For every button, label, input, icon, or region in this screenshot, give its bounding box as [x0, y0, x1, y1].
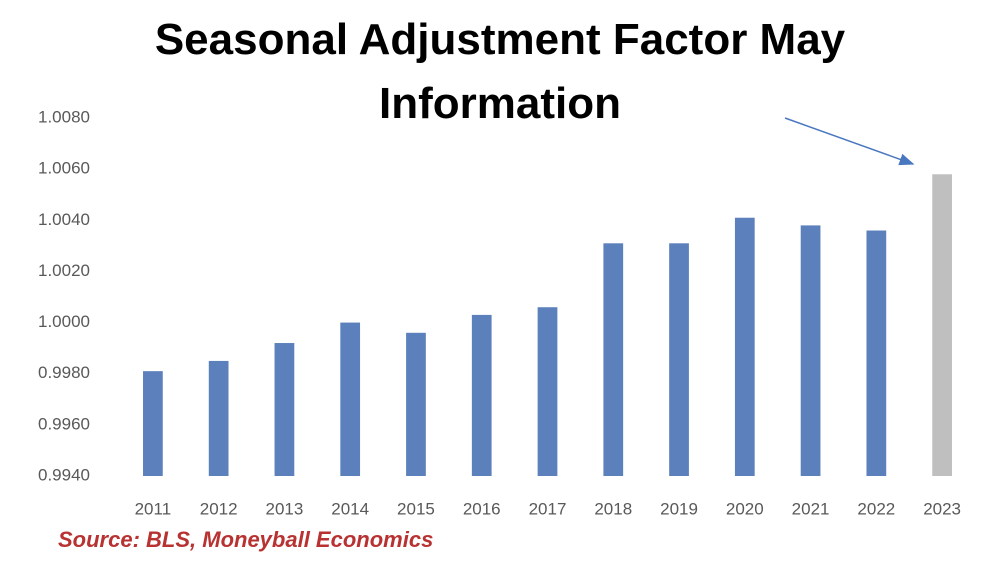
y-tick-label: 0.9940: [38, 465, 90, 484]
y-tick-label: 1.0040: [38, 210, 90, 229]
bar: [800, 225, 821, 476]
bar: [734, 217, 755, 476]
x-tick-label: 2023: [923, 499, 961, 518]
source-note: Source: BLS, Moneyball Economics: [58, 527, 434, 552]
y-tick-label: 1.0060: [38, 159, 90, 178]
y-tick-label: 1.0020: [38, 261, 90, 280]
bar: [274, 343, 295, 476]
x-tick-label: 2016: [463, 499, 501, 518]
x-tick-label: 2012: [200, 499, 238, 518]
annotation-arrow: [784, 117, 915, 166]
bar: [471, 314, 492, 476]
bar: [537, 307, 558, 476]
bar: [603, 243, 624, 476]
x-tick-label: 2020: [726, 499, 764, 518]
y-tick-label: 0.9960: [38, 414, 90, 433]
x-tick-label: 2022: [857, 499, 895, 518]
x-tick-label: 2019: [660, 499, 698, 518]
x-tick-label: 2011: [135, 499, 172, 518]
bar: [932, 174, 952, 476]
bar: [669, 243, 689, 476]
x-tick-label: 2017: [529, 499, 567, 518]
bar: [143, 371, 163, 476]
y-tick-label: 1.0080: [38, 107, 90, 126]
chart-title: Seasonal Adjustment Factor May Informati…: [154, 15, 846, 128]
x-tick-label: 2013: [266, 499, 304, 518]
bar: [208, 360, 229, 476]
y-tick-label: 0.9980: [38, 363, 90, 382]
bar: [866, 230, 887, 476]
y-tick-label: 1.0000: [38, 312, 90, 331]
x-tick-label: 2021: [792, 499, 830, 518]
x-tick-label: 2018: [594, 499, 632, 518]
bar: [340, 322, 361, 476]
x-tick-label: 2015: [397, 499, 435, 518]
bar: [406, 332, 426, 476]
x-tick-label: 2014: [331, 499, 369, 518]
